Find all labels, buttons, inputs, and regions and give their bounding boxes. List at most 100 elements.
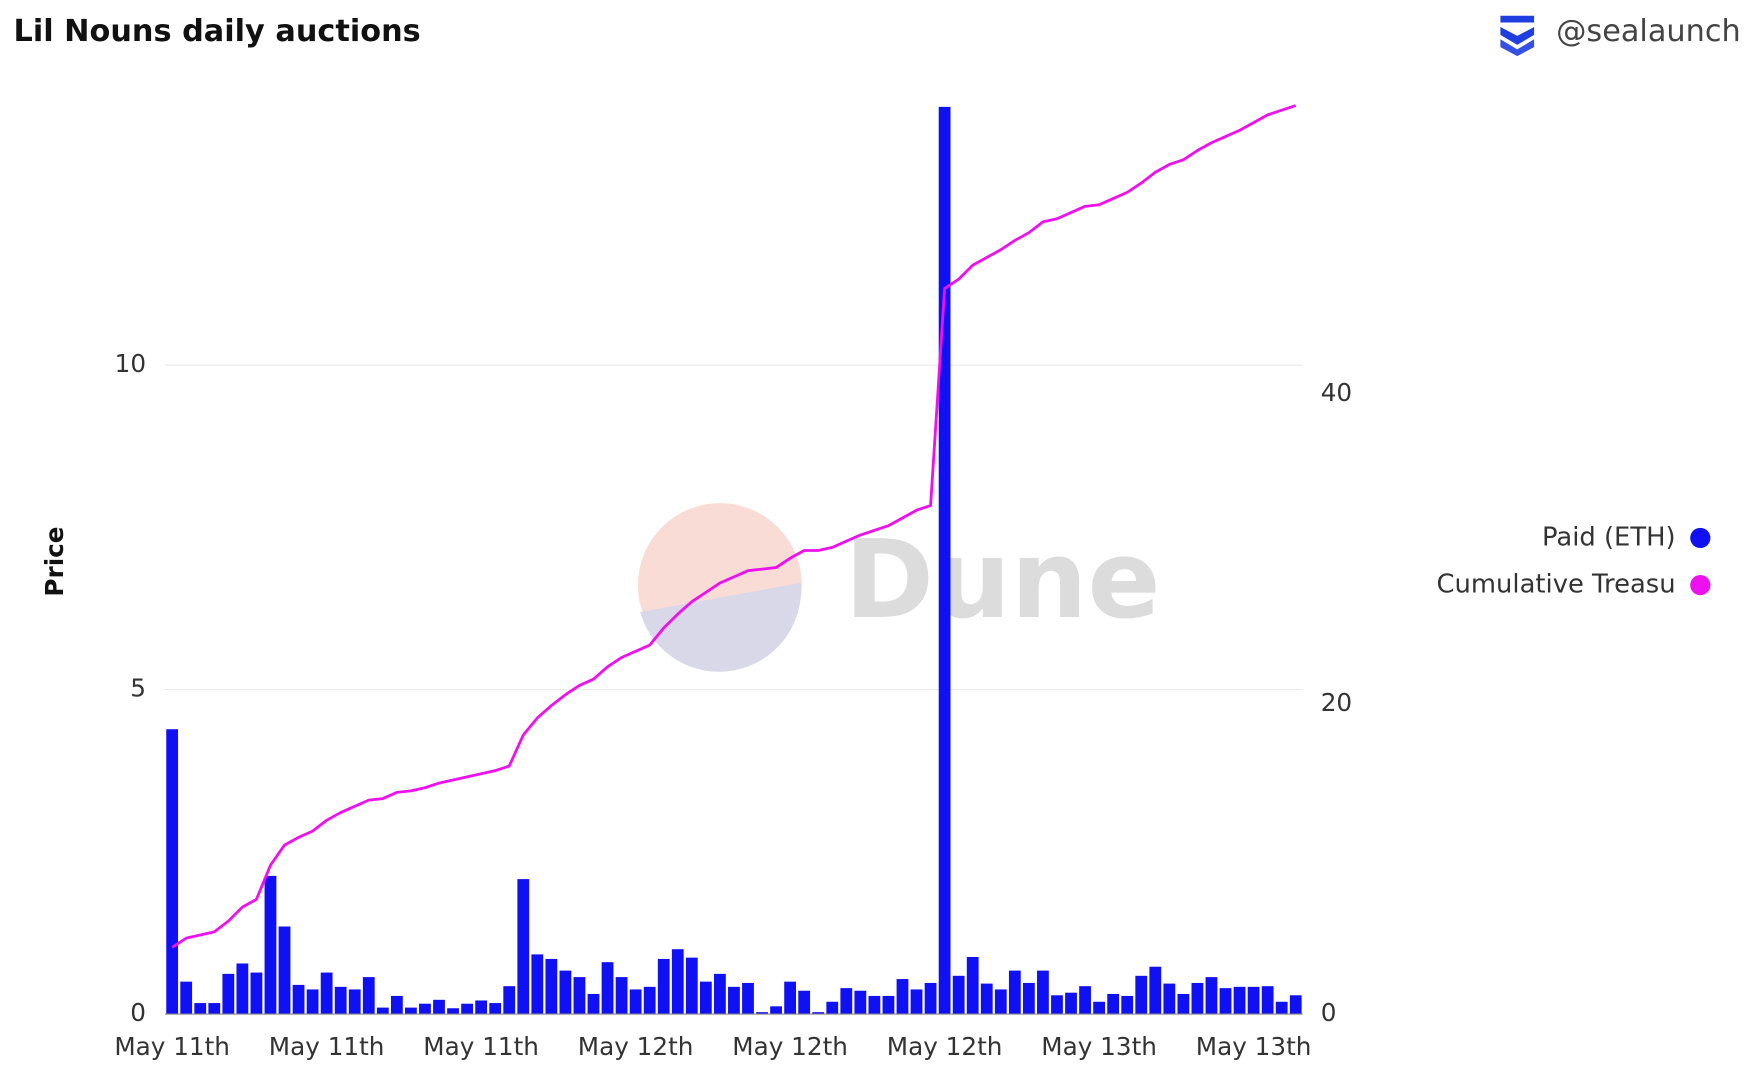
bar — [1275, 1001, 1288, 1015]
bar — [419, 1003, 431, 1015]
bar — [573, 977, 586, 1015]
bar — [1219, 988, 1232, 1015]
bar — [250, 972, 263, 1015]
watermark: Dune — [637, 503, 1161, 672]
bar — [292, 984, 305, 1015]
bar — [657, 958, 670, 1015]
bar — [194, 1003, 207, 1015]
bar — [1177, 993, 1190, 1015]
bar — [910, 989, 923, 1015]
handle: @sealaunch — [1556, 14, 1741, 49]
bar — [587, 993, 600, 1015]
bar — [1022, 982, 1035, 1015]
x-tick-label: May 11th — [114, 1032, 230, 1061]
bar — [601, 962, 614, 1015]
bar — [854, 990, 867, 1015]
bar — [278, 926, 291, 1015]
logo — [1500, 15, 1535, 57]
x-tick-label: May 13th — [1041, 1032, 1157, 1061]
bar — [938, 106, 951, 1015]
bar — [306, 989, 319, 1015]
bar — [264, 875, 277, 1015]
bar — [924, 982, 937, 1015]
bar — [643, 986, 656, 1015]
x-tick-label: May 11th — [269, 1032, 385, 1061]
bar — [334, 986, 347, 1015]
bar — [952, 975, 965, 1015]
bar — [405, 1007, 417, 1015]
bar — [1121, 995, 1134, 1015]
y-tick-label: 10 — [115, 349, 146, 378]
bar — [980, 983, 993, 1015]
x-tick-label: May 12th — [732, 1032, 848, 1061]
bar — [362, 977, 375, 1015]
bar — [1037, 970, 1049, 1015]
legend-swatch — [1690, 574, 1711, 596]
bar — [742, 982, 754, 1015]
bar — [461, 1003, 473, 1015]
bar — [770, 1006, 782, 1015]
bar — [559, 970, 572, 1015]
bar — [376, 1007, 389, 1015]
bar — [840, 988, 853, 1015]
bar — [685, 957, 698, 1015]
bar — [714, 973, 726, 1015]
bar — [966, 956, 979, 1015]
bar — [896, 979, 909, 1015]
bar — [798, 990, 811, 1015]
bar — [1289, 995, 1302, 1015]
y-tick-label: 5 — [130, 674, 146, 703]
bar — [180, 981, 193, 1015]
legend-swatch — [1690, 527, 1711, 549]
bar — [826, 1001, 839, 1015]
bar — [1149, 966, 1162, 1015]
bar — [503, 986, 516, 1015]
bar — [615, 977, 628, 1015]
bar — [1233, 986, 1246, 1015]
bar — [1093, 1001, 1106, 1015]
bar — [1065, 992, 1077, 1015]
legend-label: Cumulative Treasu — [1437, 570, 1676, 600]
bar — [489, 1003, 502, 1015]
x-tick-label: May 12th — [887, 1032, 1003, 1061]
line — [171, 104, 1297, 949]
bar — [433, 999, 445, 1015]
bar — [1135, 975, 1148, 1015]
y-tick-label: 0 — [130, 998, 146, 1027]
bar — [236, 963, 249, 1015]
bar — [390, 995, 403, 1015]
bar — [1261, 986, 1274, 1015]
chart-title: Lil Nouns daily auctions — [14, 14, 421, 49]
bar — [1079, 986, 1091, 1015]
bar — [166, 729, 179, 1015]
bar — [1191, 982, 1204, 1015]
bar — [629, 989, 642, 1015]
bar — [531, 954, 544, 1015]
bar — [728, 986, 740, 1015]
y2-tick-label: 20 — [1321, 688, 1352, 717]
bar — [320, 972, 333, 1015]
bar — [671, 949, 684, 1015]
bar — [545, 958, 558, 1015]
bar — [784, 981, 797, 1015]
x-tick-label: May 11th — [423, 1032, 539, 1061]
y2-tick-label: 0 — [1321, 998, 1337, 1027]
bar — [882, 995, 895, 1015]
legend-label: Paid (ETH) — [1542, 522, 1676, 552]
watermark-text: Dune — [845, 518, 1161, 643]
bar — [208, 1003, 221, 1015]
bar — [222, 973, 235, 1015]
bar — [1051, 995, 1063, 1015]
bar — [1008, 970, 1021, 1015]
y2-tick-label: 40 — [1321, 378, 1352, 407]
bar — [699, 981, 712, 1015]
bar — [756, 1012, 768, 1015]
bar — [812, 1012, 825, 1015]
bar — [475, 1000, 488, 1015]
bar — [994, 989, 1007, 1015]
x-tick-label: May 13th — [1196, 1032, 1312, 1061]
bar — [1163, 983, 1176, 1015]
bar — [1247, 986, 1260, 1015]
